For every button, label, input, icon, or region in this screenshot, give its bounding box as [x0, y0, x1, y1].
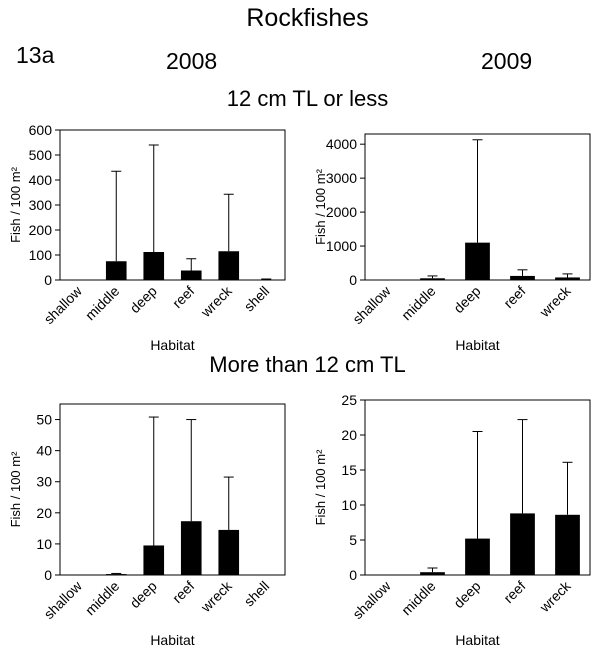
y-tick-label: 20 — [341, 427, 357, 443]
y-axis-label: Fish / 100 m² — [313, 449, 328, 526]
category-label-middle: middle — [82, 578, 123, 619]
plot-frame — [59, 403, 286, 576]
plot-frame — [59, 129, 286, 281]
y-tick-label: 40 — [36, 443, 52, 459]
bar-deep — [143, 252, 165, 280]
y-tick-label: 2000 — [326, 204, 357, 220]
category-label-middle: middle — [82, 283, 123, 324]
category-label-reef: reef — [169, 578, 197, 606]
y-tick-label: 3000 — [326, 170, 357, 186]
y-tick-label: 600 — [29, 122, 53, 138]
y-tick-label: 1000 — [326, 238, 357, 254]
row-title-small-fish: 12 cm TL or less — [226, 86, 389, 111]
category-label-shallow: shallow — [349, 577, 394, 622]
y-axis-label: Fish / 100 m² — [313, 168, 328, 245]
y-tick-label: 5 — [349, 532, 357, 548]
column-title-2009: 2009 — [481, 48, 533, 74]
chart-2009-small: 0 1000 2000 3000 4000 Fish / 100 m² shallow mid… — [313, 133, 591, 353]
category-label-deep: deep — [127, 283, 160, 316]
chart-2008-small: 0 100 200 300 400 500 600 Fish / 100 m² shallowm… — [8, 122, 286, 353]
category-label-wreck: wreck — [536, 577, 575, 616]
category-label-shell: shell — [241, 283, 273, 315]
y-tick-label: 25 — [341, 392, 357, 408]
category-label-shell: shell — [241, 578, 273, 610]
y-tick-label: 400 — [29, 172, 53, 188]
category-label-reef: reef — [500, 578, 528, 606]
bar-wreck — [555, 277, 580, 280]
x-axis-label: Habitat — [150, 632, 194, 648]
category-label-wreck: wreck — [197, 282, 236, 321]
column-title-2008: 2008 — [166, 48, 218, 74]
y-tick-label: 100 — [29, 247, 53, 263]
bar-reef — [180, 521, 202, 575]
category-label-middle: middle — [398, 578, 439, 619]
bar-deep — [143, 545, 165, 575]
y-tick-label: 50 — [36, 412, 52, 428]
y-tick-label: 200 — [29, 222, 53, 238]
bar-shell — [255, 279, 277, 280]
category-label-reef: reef — [169, 283, 197, 311]
y-axis-label: Fish / 100 m² — [8, 166, 23, 243]
category-label-deep: deep — [450, 283, 483, 316]
y-axis-label: Fish / 100 m² — [8, 451, 23, 528]
y-tick-label: 10 — [36, 536, 52, 552]
bar-reef — [180, 270, 202, 280]
category-label-shallow: shallow — [41, 577, 86, 622]
category-label-shallow: shallow — [349, 282, 394, 327]
bar-deep — [465, 242, 490, 280]
y-tick-label: 4000 — [326, 136, 357, 152]
y-tick-label: 10 — [341, 497, 357, 513]
y-tick-label: 15 — [341, 462, 357, 478]
bar-wreck — [218, 529, 240, 575]
bar-reef — [510, 513, 535, 575]
category-label-deep: deep — [450, 578, 483, 611]
y-tick-label: 0 — [349, 567, 357, 583]
bar-middle — [420, 572, 445, 575]
bar-deep — [465, 538, 490, 575]
row-title-large-fish: More than 12 cm TL — [209, 352, 406, 377]
category-label-reef: reef — [500, 283, 528, 311]
y-tick-label: 0 — [44, 567, 52, 583]
chart-2009-large: 0 5 10 15 20 25 Fish / 100 m² shallow middle deep… — [313, 392, 591, 648]
category-label-shallow: shallow — [41, 282, 86, 327]
figure-title: Rockfishes — [246, 4, 369, 32]
bar-middle — [105, 574, 127, 575]
bar-wreck — [555, 514, 580, 575]
x-axis-label: Habitat — [150, 337, 194, 353]
category-label-wreck: wreck — [197, 577, 236, 616]
category-label-deep: deep — [127, 578, 160, 611]
bar-middle — [420, 278, 445, 280]
y-tick-label: 300 — [29, 197, 53, 213]
x-axis-label: Habitat — [455, 337, 499, 353]
y-tick-label: 0 — [44, 272, 52, 288]
y-tick-label: 20 — [36, 505, 52, 521]
bar-wreck — [218, 251, 240, 280]
y-tick-label: 30 — [36, 474, 52, 490]
figure-label: 13a — [16, 42, 55, 68]
y-tick-label: 500 — [29, 147, 53, 163]
y-tick-label: 0 — [349, 272, 357, 288]
category-label-wreck: wreck — [536, 282, 575, 321]
category-label-middle: middle — [398, 283, 439, 324]
bar-reef — [510, 275, 535, 280]
bar-middle — [105, 261, 127, 280]
x-axis-label: Habitat — [455, 632, 499, 648]
